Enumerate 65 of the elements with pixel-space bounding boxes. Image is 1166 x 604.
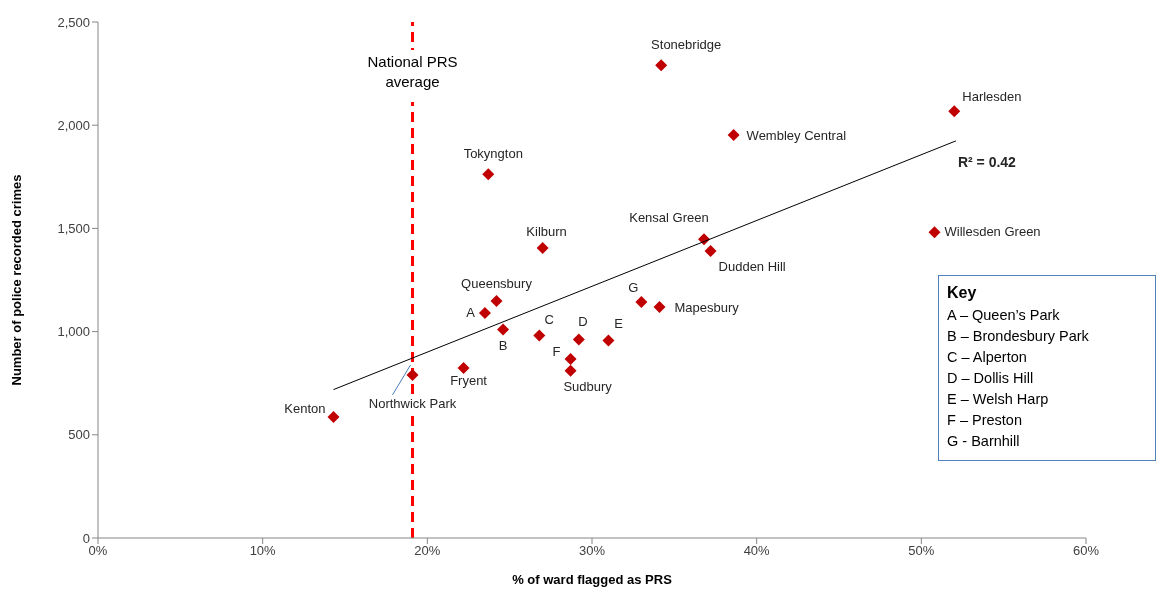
- point: [727, 129, 740, 142]
- y-tick-label: 1,000: [57, 324, 90, 340]
- point: [635, 296, 648, 309]
- point: [564, 364, 577, 377]
- point: [478, 307, 491, 320]
- annotation: Wembley Central: [746, 128, 847, 144]
- y-tick-label: 0: [82, 530, 90, 546]
- x-tick-label: 0%: [88, 543, 108, 559]
- x-axis-title: % of ward flagged as PRS: [512, 572, 673, 587]
- x-tick-label: 40%: [743, 543, 771, 559]
- x-tick-label: 60%: [1072, 543, 1100, 559]
- annotation: B: [498, 337, 508, 353]
- point: [533, 329, 546, 342]
- annotation: D – Dollis Hill: [947, 369, 1035, 388]
- point: [653, 301, 666, 314]
- annotation: Kilburn: [526, 224, 567, 240]
- annotation: R² = 0.42: [957, 153, 1017, 170]
- annotation: Mapesbury: [674, 300, 740, 316]
- x-tick-label: 50%: [908, 543, 935, 559]
- point: [564, 353, 577, 366]
- annotation: E – Welsh Harp: [947, 390, 1050, 409]
- annotation: Fryent: [450, 372, 488, 388]
- point: [948, 105, 961, 118]
- point: [655, 59, 668, 72]
- annotation: A: [466, 305, 476, 321]
- annotation: Queensbury: [461, 276, 533, 292]
- annotation: Sudbury: [563, 378, 613, 394]
- annotation: Willesden Green: [944, 224, 1041, 240]
- point: [482, 168, 495, 181]
- annotation: G - Barnhill: [947, 432, 1021, 451]
- x-tick-label: 10%: [249, 543, 277, 559]
- annotation: F: [552, 344, 561, 360]
- point: [602, 334, 615, 347]
- annotation: Dudden Hill: [718, 259, 786, 275]
- annotation: Stonebridge: [651, 37, 722, 53]
- point: [457, 361, 470, 374]
- annotation: E: [614, 316, 624, 332]
- annotation: Harlesden: [962, 89, 1022, 105]
- annotation: Kensal Green: [629, 210, 709, 226]
- y-tick-label: 2,500: [57, 14, 90, 30]
- annotation: C: [544, 311, 554, 327]
- annotation: Key: [947, 283, 978, 303]
- point: [497, 323, 510, 336]
- annotation: Kenton: [284, 401, 326, 417]
- point: [536, 242, 549, 255]
- y-axis-title: Number of police recorded crimes: [8, 174, 24, 386]
- annotation: F – Preston: [947, 411, 1023, 430]
- annotation: A – Queen’s Park: [947, 306, 1061, 325]
- annotation: G: [628, 280, 639, 296]
- ref-line-label: National PRS average: [367, 53, 458, 90]
- annotation: D: [578, 314, 588, 330]
- y-tick-label: 1,500: [57, 221, 90, 237]
- annotation: Tokyngton: [463, 146, 523, 162]
- point: [928, 226, 941, 239]
- point: [490, 295, 503, 308]
- x-tick-label: 20%: [414, 543, 441, 559]
- y-tick-label: 500: [68, 427, 90, 443]
- y-tick-label: 2,000: [57, 117, 90, 133]
- point: [704, 245, 717, 258]
- annotation: C – Alperton: [947, 348, 1028, 367]
- point: [327, 411, 340, 424]
- x-tick-label: 30%: [578, 543, 606, 559]
- point: [406, 368, 419, 381]
- point: [572, 333, 585, 346]
- annotation: B – Brondesbury Park: [947, 327, 1090, 346]
